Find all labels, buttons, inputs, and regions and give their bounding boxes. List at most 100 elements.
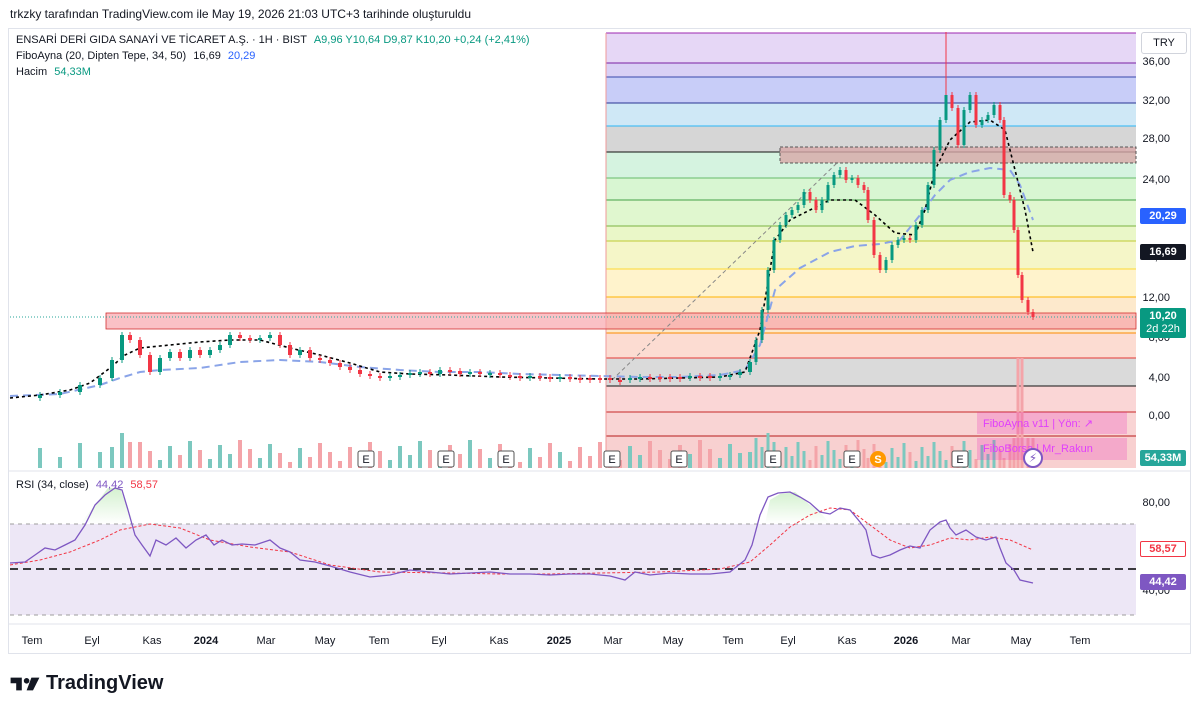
volume-bar — [708, 449, 712, 468]
candle-body — [890, 245, 894, 260]
split-marker[interactable] — [870, 451, 886, 467]
time-tick-label: May — [1011, 635, 1032, 647]
volume-bar — [328, 452, 332, 468]
candle-body — [718, 376, 722, 378]
candle-body — [790, 210, 794, 215]
tradingview-icon — [10, 677, 40, 690]
lightning-icon[interactable]: ⚡ — [1023, 448, 1043, 468]
candle-body — [528, 376, 532, 378]
earnings-marker[interactable] — [603, 450, 621, 468]
price-tick-label: 0,00 — [1149, 410, 1170, 422]
candle-body — [368, 374, 372, 376]
candle-body — [950, 95, 954, 108]
volume-bar — [884, 462, 888, 468]
volume-bar — [198, 450, 202, 468]
earnings-marker[interactable] — [951, 450, 969, 468]
volume-bar — [826, 441, 830, 468]
trend-line[interactable] — [611, 161, 839, 381]
candle-body — [428, 372, 432, 374]
volume-bar — [208, 459, 212, 468]
volume-bar — [838, 459, 842, 468]
indicator-row[interactable]: FiboAyna (20, Dipten Tepe, 34, 50) 16,69… — [16, 48, 530, 64]
volume-bar — [968, 450, 972, 468]
volume-bar — [914, 461, 918, 468]
rsi-tick-label: 80,00 — [1142, 497, 1170, 509]
candle-body — [458, 371, 462, 374]
candle-body — [128, 335, 132, 340]
earnings-marker[interactable] — [357, 450, 375, 468]
price-tick-label: 12,00 — [1142, 292, 1170, 304]
candle-body — [468, 372, 472, 374]
resistance-zone[interactable] — [779, 146, 1137, 164]
tradingview-logo[interactable]: TradingView — [10, 672, 163, 695]
time-tick-label: 2026 — [894, 635, 918, 647]
candle-body — [728, 375, 732, 377]
volume-bar — [1012, 438, 1016, 468]
candle-body — [568, 377, 572, 379]
candle-body — [986, 115, 990, 120]
volume-row[interactable]: Hacim 54,33M — [16, 64, 530, 80]
candle-body — [772, 240, 776, 270]
currency-selector[interactable]: TRY — [1141, 32, 1187, 54]
earnings-marker[interactable] — [764, 450, 782, 468]
earnings-marker[interactable] — [843, 450, 861, 468]
candle-body — [578, 378, 582, 380]
split-marker-label: S — [874, 454, 881, 466]
volume-bar — [638, 455, 642, 468]
candle-body — [668, 377, 672, 379]
volume-bar — [558, 452, 562, 468]
candle-body — [908, 238, 912, 240]
volume-bar — [468, 440, 472, 468]
candle-body — [914, 225, 918, 240]
volume-bar — [298, 448, 302, 468]
earnings-marker[interactable] — [437, 450, 455, 468]
earnings-marker[interactable] — [670, 450, 688, 468]
time-tick-label: Tem — [369, 635, 390, 647]
volume-bar — [814, 446, 818, 468]
candle-body — [814, 200, 818, 210]
candle-body — [778, 225, 782, 240]
candle-body — [974, 95, 978, 125]
candle-body — [478, 372, 482, 374]
time-tick-label: May — [315, 635, 336, 647]
earnings-marker-label: E — [608, 454, 615, 466]
chart-legend: ENSARİ DERİ GIDA SANAYİ VE TİCARET A.Ş. … — [16, 32, 530, 80]
candle-body — [188, 350, 192, 358]
rsi-value-tag: 44,42 — [1140, 574, 1186, 590]
earnings-marker-label: E — [956, 454, 963, 466]
rsi-value: 44,42 — [95, 479, 124, 491]
volume-bar — [1002, 458, 1006, 468]
earnings-marker[interactable] — [497, 450, 515, 468]
volume-bar — [832, 450, 836, 468]
volume-bar — [668, 459, 672, 468]
volume-bar — [158, 460, 162, 468]
candle-body — [98, 378, 102, 385]
candle-body — [338, 363, 342, 367]
candle-body — [258, 338, 262, 340]
volume-label: Hacim — [16, 66, 48, 78]
time-axis[interactable]: Tem Eyl Kas 2024 Mar May Tem Eyl Kas 2025 Mar May Te… — [22, 635, 1091, 647]
generated-note: trkzky tarafından TradingView.com ile Ma… — [10, 7, 472, 21]
time-tick-label: Eyl — [84, 635, 99, 647]
symbol-row[interactable]: ENSARİ DERİ GIDA SANAYİ VE TİCARET A.Ş. … — [16, 32, 530, 48]
rsi-legend[interactable]: RSI (34, close) 44,42 58,57 — [16, 479, 158, 491]
volume-bar — [128, 442, 132, 468]
candle-body — [748, 362, 752, 372]
time-tick-label: 2025 — [547, 635, 571, 647]
volume-bar — [388, 460, 392, 468]
fibo-lower-tag: 16,69 — [1140, 244, 1186, 260]
support-zone[interactable] — [105, 312, 1137, 330]
volume-bar — [802, 451, 806, 468]
fibo-info-line2: FiboBorsa | Mr_Rakun — [977, 438, 1127, 460]
volume-bar — [288, 462, 292, 468]
candle-body — [658, 377, 662, 379]
volume-bar — [760, 447, 764, 468]
candle-body — [618, 380, 622, 382]
ohlc-values: A9,96 Y10,64 D9,87 K10,20 +0,24 (+2,41%) — [313, 34, 530, 46]
candle-body — [856, 178, 860, 185]
earnings-marker-label: E — [769, 454, 776, 466]
volume-bar — [986, 454, 990, 468]
candle-body — [348, 367, 352, 370]
